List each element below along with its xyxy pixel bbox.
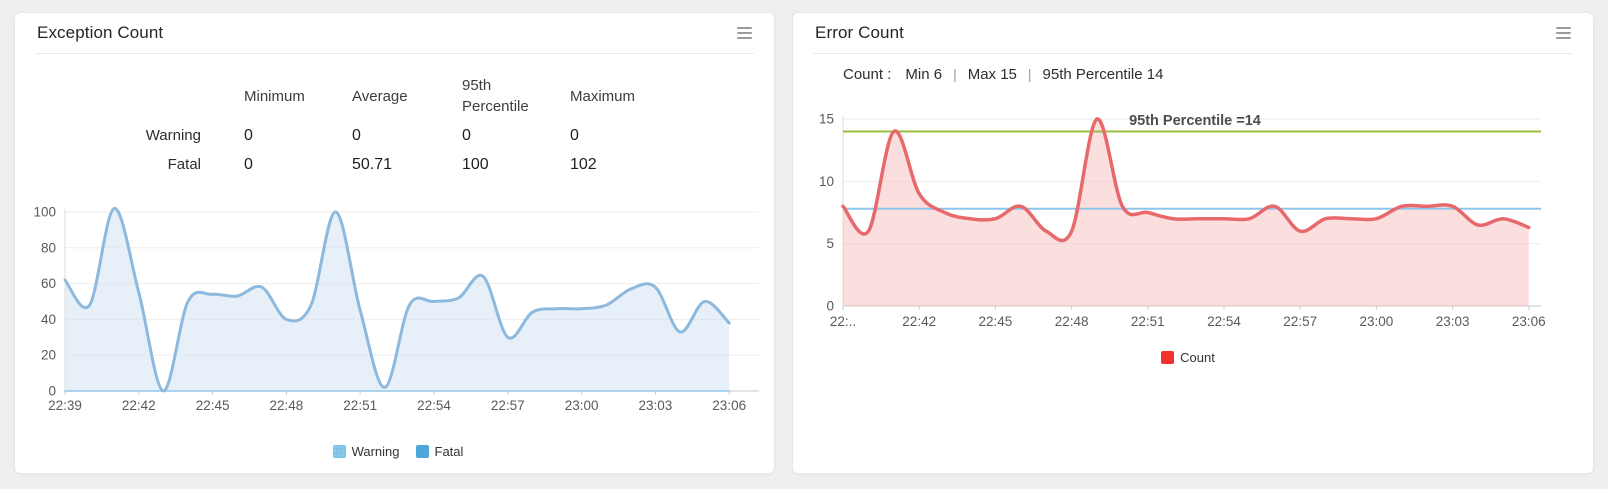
stats-value: 0 (570, 126, 579, 144)
stats-row-warning: Warning 0 0 0 0 (35, 121, 700, 150)
x-tick-label: 22:42 (902, 314, 936, 329)
y-tick-label: 0 (48, 384, 56, 399)
x-tick-label: 22:51 (343, 398, 377, 413)
panel-title: Error Count (815, 23, 904, 42)
summary-prefix: Count : (843, 66, 892, 83)
summary-item: Min 6 (905, 66, 943, 83)
x-tick-label: 23:03 (639, 398, 673, 413)
legend-label: Count (1180, 350, 1215, 365)
stats-column-header: Maximum (570, 87, 636, 105)
hamburger-menu-icon[interactable] (737, 25, 752, 41)
y-tick-label: 40 (41, 312, 56, 327)
legend-item-warning[interactable]: Warning (332, 444, 400, 459)
y-tick-label: 5 (826, 236, 834, 251)
stats-corner (35, 71, 201, 121)
exception-stats-table: Minimum Average 95th Percentile Maximum War… (35, 71, 700, 179)
series-line-fatal[interactable] (63, 206, 731, 393)
y-tick-label: 80 (41, 240, 56, 255)
x-tick-label: 23:03 (1436, 314, 1470, 329)
x-tick-label: 22:54 (417, 398, 451, 413)
summary-item: 95th Percentile 14 (1042, 66, 1164, 83)
x-tick-label: 22:54 (1207, 314, 1241, 329)
x-tick-label: 23:00 (1360, 314, 1394, 329)
stats-row-label: Fatal (167, 156, 201, 173)
hamburger-menu-icon[interactable] (1556, 25, 1571, 41)
x-tick-label: 22:48 (1055, 314, 1089, 329)
y-tick-label: 15 (819, 112, 834, 127)
stats-column-header: Minimum (244, 87, 305, 105)
legend-item-fatal[interactable]: Fatal (415, 444, 464, 459)
x-tick-label: 22:48 (270, 398, 304, 413)
error-count-panel: Error Count Count : Min 6 | Max 15 | 95th Per… (792, 12, 1594, 474)
series-area-count[interactable] (843, 118, 1529, 307)
x-tick-label: 22:51 (1131, 314, 1165, 329)
stats-value: 100 (462, 155, 489, 173)
legend-item-count[interactable]: Count (1161, 350, 1215, 365)
percentile-annotation: 95th Percentile =14 (1129, 113, 1261, 129)
exception-count-chart[interactable]: 0 20 40 60 80 100 22:39 22:42 22:45 22:48 22:51 22:… (15, 201, 776, 433)
stats-value: 0 (244, 155, 253, 173)
error-count-chart[interactable]: 0 5 10 15 22:.. 22:42 22:45 22:48 22:51 22:54 22:5… (793, 108, 1595, 350)
stats-value: 0 (244, 126, 253, 144)
stats-value: 102 (570, 155, 597, 173)
exception-chart-legend: Warning Fatal (65, 444, 731, 459)
stats-row-label: Warning (145, 127, 201, 144)
y-tick-label: 0 (826, 299, 834, 314)
x-tick-label: 22:57 (1283, 314, 1317, 329)
x-tick-label: 22:45 (196, 398, 230, 413)
x-tick-label: 23:06 (712, 398, 746, 413)
exception-count-panel: Exception Count Minimum Average 95th Perce… (14, 12, 775, 474)
x-tick-label: 22:45 (979, 314, 1013, 329)
summary-item: Max 15 (967, 66, 1017, 83)
legend-label: Fatal (434, 444, 464, 459)
stats-value: 0 (352, 126, 361, 144)
x-tick-label: 23:06 (1512, 314, 1546, 329)
y-tick-label: 60 (41, 276, 56, 291)
summary-separator: | (953, 66, 957, 82)
legend-label: Warning (351, 444, 400, 459)
error-count-summary: Count : Min 6 | Max 15 | 95th Percentile 14 (843, 66, 1163, 83)
panel-header: Error Count (813, 13, 1573, 54)
stats-header-row: Minimum Average 95th Percentile Maximum (35, 71, 700, 121)
panel-title: Exception Count (37, 23, 164, 42)
stats-value: 0 (462, 126, 471, 144)
x-tick-label: 23:00 (565, 398, 599, 413)
x-tick-label: 22:.. (830, 314, 856, 329)
series-line-count[interactable] (841, 117, 1531, 243)
y-tick-label: 10 (819, 174, 834, 189)
stats-value: 50.71 (352, 155, 393, 173)
series-area-fatal[interactable] (65, 208, 730, 391)
y-tick-label: 100 (33, 205, 56, 220)
stats-row-fatal: Fatal 0 50.71 100 102 (35, 150, 700, 179)
panel-header: Exception Count (35, 13, 754, 54)
error-chart-legend: Count (843, 350, 1533, 365)
x-tick-label: 22:57 (491, 398, 525, 413)
x-tick-label: 22:42 (122, 398, 156, 413)
legend-swatch (1161, 351, 1175, 364)
stats-column-header: Average (352, 87, 408, 105)
stats-column-header: 95th Percentile (462, 77, 529, 115)
legend-swatch (415, 445, 429, 458)
summary-separator: | (1027, 66, 1032, 82)
legend-swatch (332, 445, 346, 458)
y-tick-label: 20 (41, 348, 56, 363)
x-tick-label: 22:39 (48, 398, 82, 413)
